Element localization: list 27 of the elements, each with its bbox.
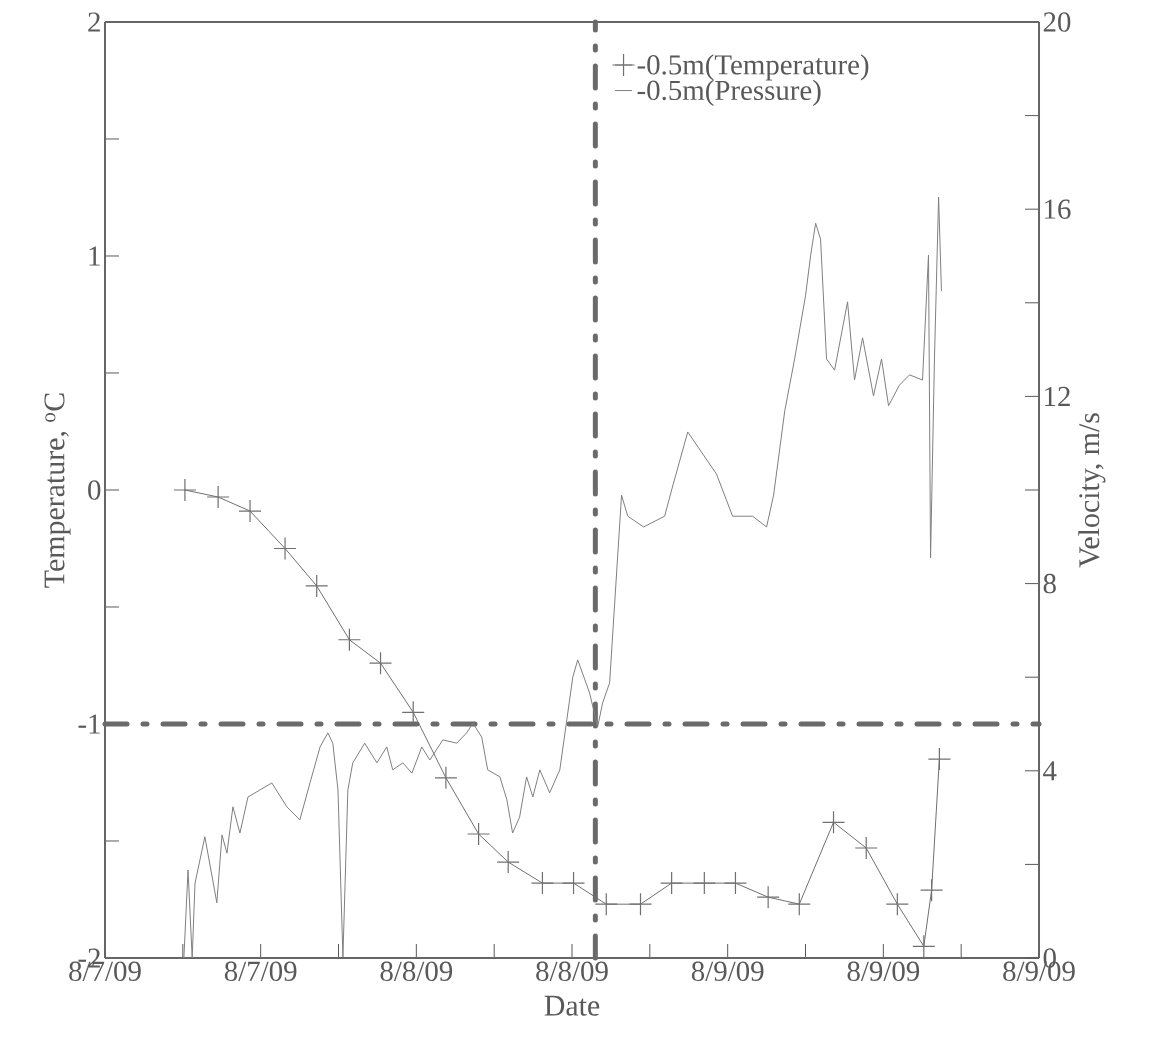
point <box>497 851 520 874</box>
x-tick-label: 8/9/09 <box>847 961 920 982</box>
y2-tick-label: 12 <box>1045 386 1070 406</box>
x-tick-label: 8/9/09 <box>691 961 764 982</box>
point <box>239 500 262 523</box>
x-tick-label: 8/8/09 <box>380 961 453 982</box>
y2-tick-label: 20 <box>1043 12 1071 32</box>
point <box>274 537 297 560</box>
point <box>305 574 328 597</box>
legend-label: -0.5m(Pressure) <box>637 79 821 106</box>
x-axis-title: Date <box>544 995 600 1016</box>
y2-tick-label: 8 <box>1043 573 1056 594</box>
point <box>855 837 878 860</box>
y2-tick-label: 4 <box>1043 761 1057 781</box>
point <box>434 766 457 789</box>
y-tick-label: 2 <box>88 12 100 32</box>
legend-label: -0.5m(Temperature) <box>637 54 869 81</box>
y-tick-label: 0 <box>88 480 101 500</box>
point <box>467 822 490 845</box>
y-tick-label: -1 <box>78 714 100 734</box>
x-tick-label: 8/7/09 <box>224 961 297 982</box>
y2-tick-label: 16 <box>1045 199 1071 219</box>
y2-axis-title: Velocity, m/s <box>1078 413 1106 568</box>
y-axis-title: Temperature, $^{o}$C <box>44 393 71 588</box>
point <box>207 486 230 509</box>
x-tick-label: 8/8/09 <box>536 961 608 982</box>
y-tick-label: 1 <box>89 246 100 266</box>
